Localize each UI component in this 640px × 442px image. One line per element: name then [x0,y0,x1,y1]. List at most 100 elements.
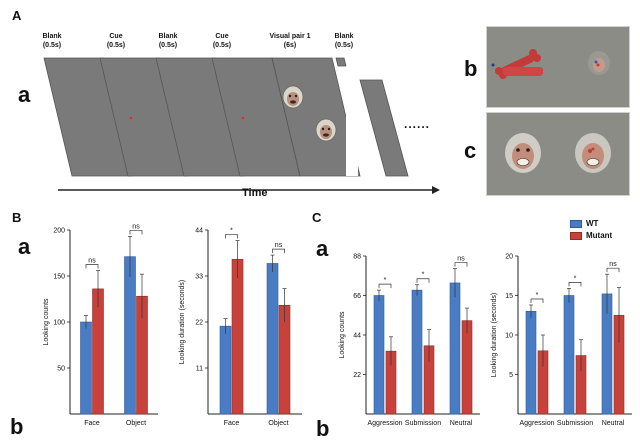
monkey-face-icon [282,85,304,109]
monkey-face-icon [505,133,541,173]
significance-bracket [85,264,99,269]
step-1-duration: (0.5s) [42,42,62,49]
bar-wt-object [266,263,279,415]
significance-bracket [378,283,392,289]
y-tick-label: 200 [53,228,65,235]
panel-C-sub-a: a [316,236,329,261]
y-axis-label: Looking duration (seconds) [179,280,186,364]
chart-looking-duration-B: 11 22 33 44 Looking duration (seconds) * Face n… [179,227,302,427]
significance-label: ns [275,242,283,249]
time-label: Time [242,187,268,199]
significance-label: ns [132,223,140,230]
step-label-3: Blank (0.5s) [146,32,190,50]
bar-wt-face [80,321,92,415]
significance-label: * [422,272,425,279]
step-2-name: Cue [109,33,123,40]
slide-blank-3 [335,57,347,67]
stimulus-photo-c [486,112,630,196]
ellipsis: ...... [404,117,431,131]
step-4-name: Cue [215,33,229,40]
significance-bracket [225,234,238,239]
x-tick-label: Neutral [602,420,625,427]
step-3-name: Blank [158,33,178,40]
y-tick-label: 5 [509,372,513,379]
bone-and-monkey-image [491,49,610,79]
monkey-face-icon [575,133,611,173]
legend-wt: WT [570,218,612,230]
legend-wt-label: WT [586,219,599,228]
bar-wt-neutral [449,282,461,415]
panel-A-sub-c: c [464,138,477,163]
y-tick-label: 100 [53,320,65,327]
significance-bracket [454,262,468,267]
cue-dot-1 [129,116,133,120]
significance-bracket [272,248,285,254]
panel-B-sub-a: a [18,234,31,259]
legend: WT Mutant [570,218,612,242]
chart-looking-counts-C: 22 44 66 88 Looking counts * Aggression * Submis… [339,254,480,427]
panel-label-C: C [312,210,322,225]
bar-wt-aggression [525,311,537,415]
bar-wt-submission [563,295,575,415]
monkey-expression-pair-image [505,133,611,173]
legend-wt-swatch [570,219,582,228]
monkey-face-icon [588,51,610,75]
significance-label: * [574,275,577,282]
x-tick-label: Face [84,420,100,427]
x-tick-label: Aggression [519,420,554,427]
time-arrow-head [432,186,440,194]
y-tick-label: 44 [195,228,203,235]
step-3-duration: (0.5s) [158,42,178,49]
bar-mutant-face [92,288,104,415]
step-6-name: Blank [334,33,354,40]
monkey-face-icon [315,118,337,142]
x-tick-label: Submission [405,420,441,427]
panel-C-sub-b: b [316,416,330,441]
step-label-1: Blank (0.5s) [30,32,74,50]
significance-bracket [606,267,620,273]
x-tick-label: Submission [557,420,593,427]
significance-label: ns [457,256,465,263]
legend-mutant-swatch [570,231,582,240]
legend-mutant-label: Mutant [586,231,613,240]
step-label-2: Cue (0.5s) [94,32,138,50]
y-tick-label: 15 [505,293,513,300]
significance-label: * [230,227,233,234]
significance-bracket [530,298,544,303]
legend-mutant: Mutant [570,230,612,242]
significance-bracket [568,282,582,287]
bar-mutant-face [231,258,244,415]
significance-label: ns [88,257,96,264]
chart-looking-counts-B: 50 100 150 200 Looking counts ns Face ns Object [43,223,158,427]
significance-label: * [384,277,387,284]
y-axis-label: Looking counts [339,311,346,359]
significance-bracket [416,278,430,283]
y-tick-label: 10 [505,333,513,340]
step-label-5: Visual pair 1 (6s) [260,32,320,50]
y-tick-label: 22 [353,372,361,379]
bone-icon [495,49,543,79]
cue-dot-2 [241,116,245,120]
y-tick-label: 20 [505,254,513,261]
bar-wt-aggression [373,295,385,415]
step-label-6: Blank (0.5s) [322,32,366,50]
y-tick-label: 33 [195,274,203,281]
step-5-duration: (6s) [283,42,297,49]
bar-wt-object [124,256,136,415]
trial-sequence-diagram [43,57,440,194]
step-label-4: Cue (0.5s) [200,32,244,50]
bar-wt-face [219,325,232,415]
step-5-name: Visual pair 1 [269,33,311,40]
x-tick-label: Object [268,420,288,427]
panel-B-sub-b: b [10,414,24,439]
y-tick-label: 50 [57,366,65,373]
x-tick-label: Face [224,420,240,427]
chart-looking-duration-C: 5 10 15 20 Looking duration (seconds) * Aggres… [491,254,632,427]
x-tick-label: Aggression [367,420,402,427]
x-tick-label: Object [126,420,146,427]
bar-mutant-neutral [461,320,473,415]
y-tick-label: 22 [195,320,203,327]
y-tick-label: 88 [353,254,361,261]
panel-label-B: B [12,210,22,225]
stimulus-photo-b [486,26,630,108]
